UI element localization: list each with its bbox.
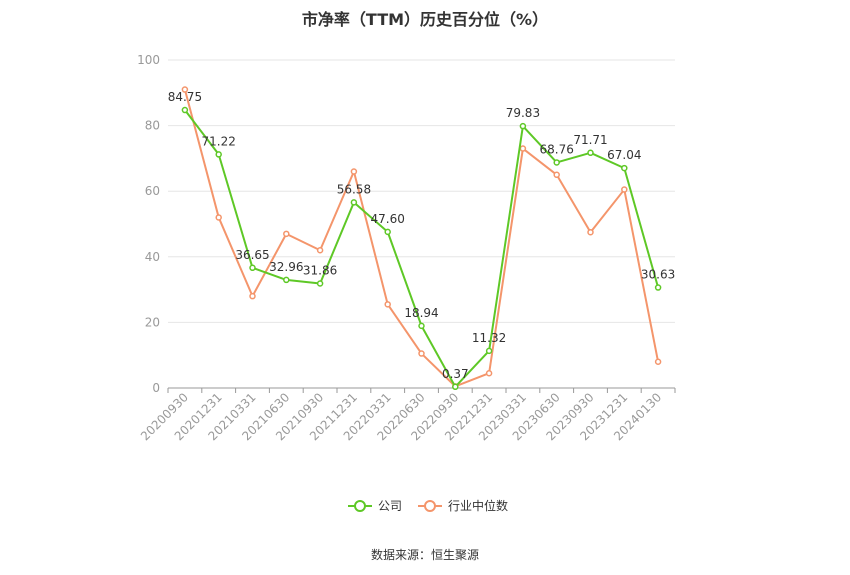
industry-data-point [519,145,527,152]
y-tick-label: 20 [145,315,160,329]
legend-industry-label: 行业中位数 [448,498,508,513]
company-data-point [384,228,391,236]
data-label: 11.32 [472,331,506,345]
data-label: 32.96 [269,260,303,274]
industry-data-point [350,168,358,175]
industry-data-point [621,186,628,193]
company-data-point [249,264,256,272]
company-data-point [350,199,358,206]
legend-industry-marker [424,500,436,512]
data-label: 47.60 [371,212,405,226]
data-label: 71.71 [573,133,607,147]
company-data-point [316,280,324,287]
data-label: 0.37 [442,367,469,381]
y-tick-label: 60 [145,184,160,198]
legend-company-marker [354,500,366,512]
data-label: 67.04 [607,148,641,162]
data-label: 84.75 [168,90,202,104]
company-data-point [587,149,594,157]
company-data-point [283,276,290,284]
industry-data-point [283,230,290,238]
data-label: 71.22 [202,134,236,148]
industry-data-point [587,228,594,236]
data-label: 30.63 [641,268,675,282]
y-tick-label: 100 [137,53,160,67]
data-source: 数据来源：恒生聚源 [370,548,479,562]
y-tick-label: 40 [145,250,160,264]
y-tick-label: 80 [145,119,160,133]
industry-data-point [418,350,425,357]
chart-title: 市净率（TTM）历史百分位（%） [301,10,549,29]
company-data-point [654,284,662,291]
company-data-point [181,106,189,114]
company-data-point [452,383,459,391]
data-label: 56.58 [337,182,371,196]
industry-data-point [249,292,256,300]
industry-data-point [485,369,493,377]
industry-data-point [654,358,662,366]
data-label: 18.94 [404,306,438,320]
industry-data-point [215,214,222,221]
legend-company-label: 公司 [378,499,402,513]
data-label: 36.65 [235,248,269,262]
company-data-point [621,164,628,172]
industry-data-point [553,171,560,179]
company-data-point [553,159,560,166]
y-tick-label: 0 [152,381,160,395]
company-data-point [519,122,527,130]
data-label: 31.86 [303,263,337,277]
company-data-point [215,151,222,158]
industry-data-point [181,86,189,93]
industry-data-point [316,246,324,254]
industry-data-point [384,301,391,308]
company-data-point [418,322,425,330]
data-label: 79.83 [506,106,540,120]
company-data-point [485,347,493,355]
data-label: 68.76 [540,142,574,156]
